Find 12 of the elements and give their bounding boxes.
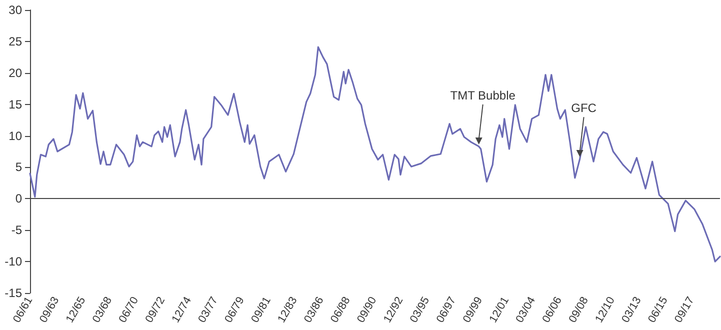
y-tick-label: 30 — [8, 3, 22, 17]
y-tick-label: 0 — [15, 192, 22, 206]
y-tick-label: -15 — [4, 286, 22, 300]
annotation: GFC — [571, 101, 597, 116]
y-tick-label: -5 — [11, 223, 22, 238]
annotation: TMT Bubble — [450, 88, 516, 102]
y-tick-label: 10 — [8, 128, 22, 143]
y-tick-label: 25 — [8, 34, 22, 48]
y-tick-label: -10 — [4, 254, 22, 269]
y-tick-label: 5 — [15, 160, 22, 174]
y-tick-label: 20 — [8, 66, 22, 80]
y-tick-label: 15 — [8, 97, 22, 112]
